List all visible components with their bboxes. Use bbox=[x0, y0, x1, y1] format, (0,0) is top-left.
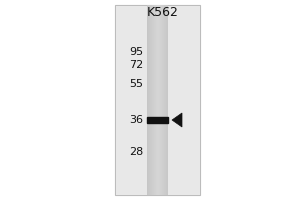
Text: 28: 28 bbox=[129, 147, 143, 157]
Text: 72: 72 bbox=[129, 60, 143, 70]
Bar bbox=[147, 117, 168, 123]
Text: 55: 55 bbox=[129, 79, 143, 89]
Bar bbox=[115, 5, 200, 195]
Text: K562: K562 bbox=[147, 6, 179, 20]
Text: 95: 95 bbox=[129, 47, 143, 57]
Polygon shape bbox=[172, 113, 182, 127]
Bar bbox=[115, 5, 200, 195]
Text: 36: 36 bbox=[129, 115, 143, 125]
